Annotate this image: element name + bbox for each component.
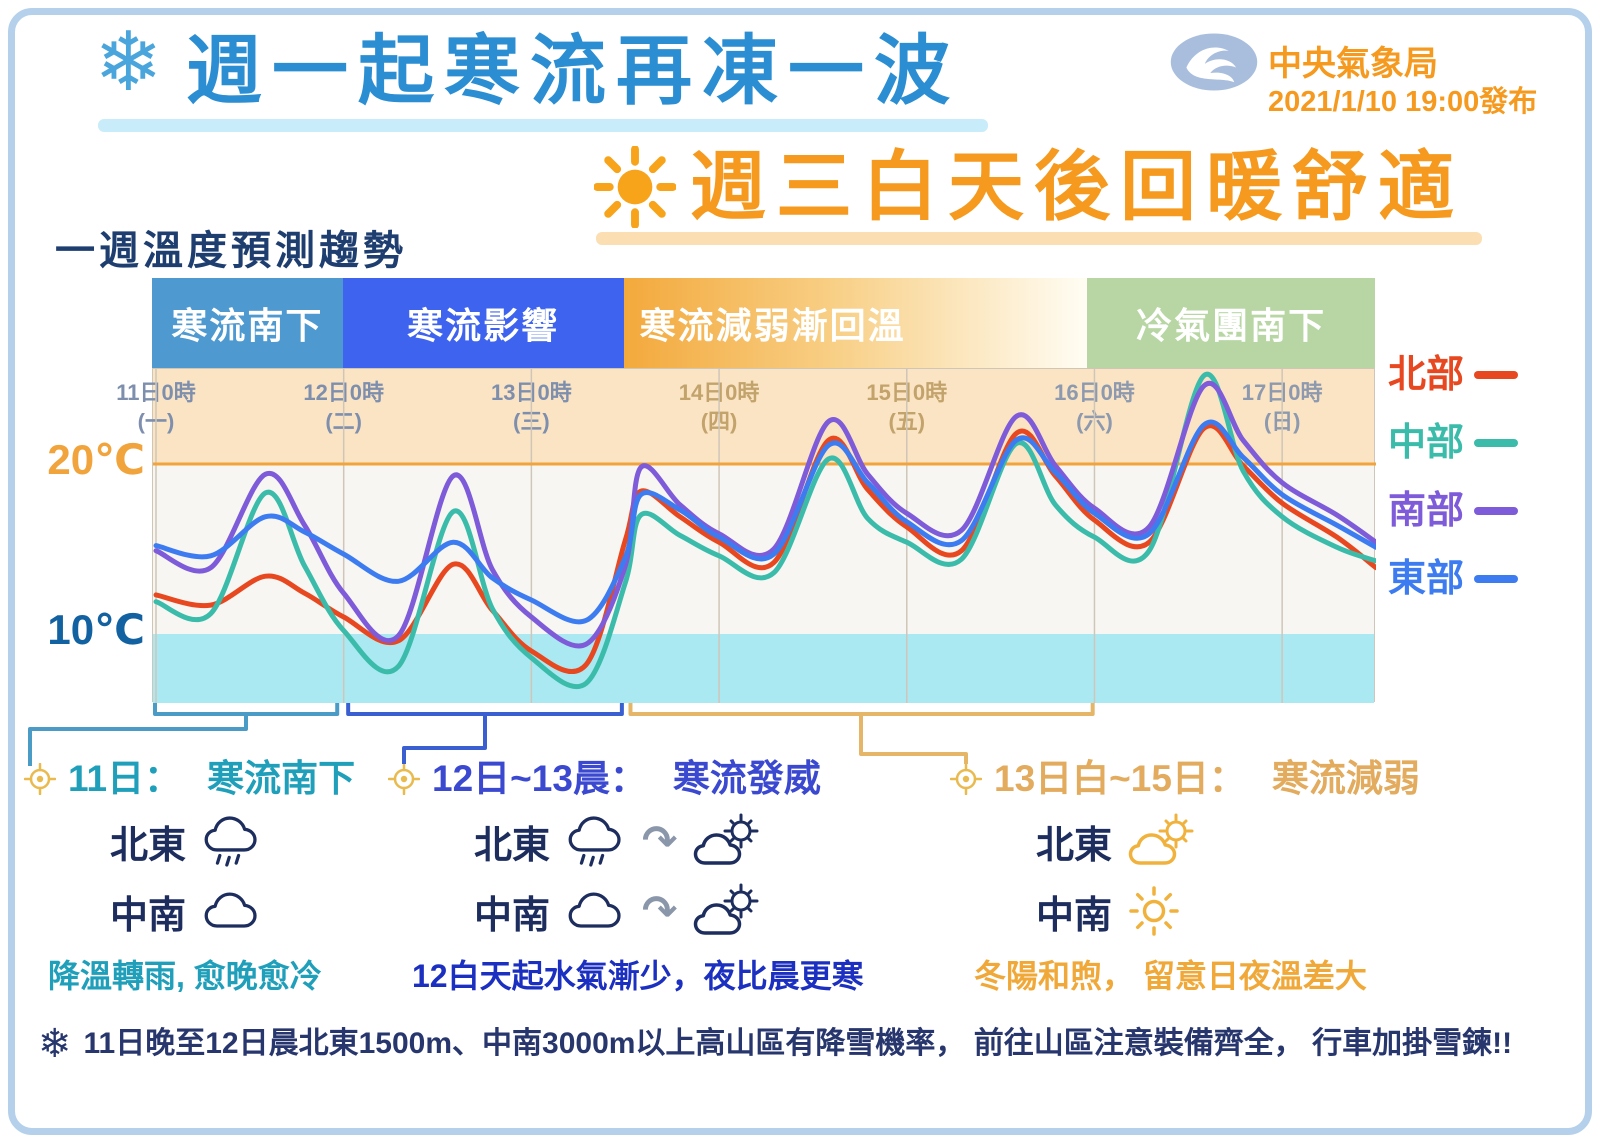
issue-time: 2021/1/10 19:00發布 <box>1268 86 1538 118</box>
temp-line-north <box>153 423 1376 674</box>
regime-bands: 寒流南下 寒流影響 寒流減弱漸回溫 冷氣團南下 <box>152 278 1375 368</box>
plot-area: 11日0時 (一) 12日0時 (二) 13日0時 (三) 14日0時 (四) 15日0時 (五)… <box>116 368 1376 703</box>
region-label: 中南 <box>474 894 551 937</box>
sun-cloud-icon <box>693 813 765 869</box>
agency-name: 中央氣象局 <box>1268 45 1438 83</box>
weather-row: 北東 ↷ <box>474 811 864 871</box>
transition-arrow-icon: ↷ <box>642 816 678 865</box>
rain-cloud-icon <box>566 812 626 871</box>
legend-item-east: 東部 <box>1388 558 1519 600</box>
legend-item-central: 中部 <box>1388 422 1519 464</box>
weather-rows: 北東 中南 <box>110 811 355 941</box>
rain-cloud-icon <box>202 812 262 871</box>
cold-title-text: 週一起寒流再凍一波 <box>186 29 960 114</box>
legend-line-sample <box>1474 507 1519 515</box>
bracket-3 <box>628 703 1095 716</box>
temp-line-south <box>153 380 1376 649</box>
legend-line-sample <box>1474 575 1519 583</box>
legend-label: 中部 <box>1388 422 1465 464</box>
regime-band-3: 寒流減弱漸回溫 <box>623 278 1088 368</box>
region-label: 北東 <box>1036 824 1113 867</box>
above-20c-zone <box>153 369 1374 464</box>
legend-line-sample <box>1474 371 1519 379</box>
sun-icon <box>1128 885 1180 937</box>
warm-title-text: 週三白天後回暖舒適 <box>690 145 1464 230</box>
annotation-title-main: 寒流南下 <box>207 758 356 799</box>
annotation-title-main: 寒流發威 <box>672 758 821 799</box>
legend-label: 東部 <box>1388 558 1465 600</box>
legend-item-south: 南部 <box>1388 490 1519 532</box>
region-label: 中南 <box>1036 894 1113 937</box>
cwb-logo <box>1170 33 1258 91</box>
regime-band-4: 冷氣團南下 <box>1087 278 1375 368</box>
cloud-icon <box>566 888 626 934</box>
regime-band-2: 寒流影響 <box>342 278 624 368</box>
temp-line-east <box>153 419 1376 625</box>
bracket-1 <box>153 703 340 716</box>
cloud-icon <box>202 888 262 934</box>
transition-arrow-icon: ↷ <box>642 886 678 935</box>
annotation-title: 12日~13晨： 寒流發威 <box>388 760 864 797</box>
annotation-note: 冬陽和煦， 留意日夜溫差大 <box>974 958 1367 994</box>
region-label: 中南 <box>110 894 187 937</box>
warm-title-underline <box>596 232 1482 245</box>
annotation-title-main: 寒流減弱 <box>1271 758 1420 799</box>
chart-caption: 一週溫度預測趨勢 <box>55 229 407 273</box>
temp-line-central <box>153 371 1376 690</box>
weather-rows: 北東 ↷ 中南 ↷ <box>474 811 864 941</box>
annotation-title-prefix: 11日： <box>68 758 182 799</box>
annotation-title-prefix: 13日白~15日： <box>994 758 1246 799</box>
region-label: 北東 <box>110 824 187 867</box>
sun-cloud-icon <box>693 883 765 939</box>
footer-text: 11日晚至12日晨北東1500m、中南3000m以上高山區有降雪機率， 前往山區… <box>83 1027 1513 1060</box>
y-label-20: 20℃ <box>47 436 145 483</box>
weather-row: 北東 <box>1036 811 1420 871</box>
annotation-3: 13日白~15日： 寒流減弱北東中南冬陽和煦， 留意日夜溫差大 <box>950 760 1420 995</box>
weather-row: 中南 <box>110 881 355 941</box>
weather-row: 北東 <box>110 811 355 871</box>
annotation-note: 降溫轉雨, 愈晚愈冷 <box>48 958 322 994</box>
sun-cloud-icon <box>1128 813 1200 869</box>
regime-band-1: 寒流南下 <box>152 278 343 368</box>
target-icon <box>24 763 56 795</box>
snowflake-icon: ❄ <box>38 1021 72 1067</box>
bracket-connector-3 <box>859 714 968 764</box>
annotation-1: 11日： 寒流南下 北東中南降溫轉雨, 愈晚愈冷 <box>24 760 355 995</box>
annotation-2: 12日~13晨： 寒流發威北東 ↷ 中南 ↷ 12白天起水氣漸少，夜比晨更寒 <box>388 760 864 995</box>
y-label-10: 10℃ <box>47 606 145 653</box>
legend-line-sample <box>1474 439 1519 447</box>
snowflake-icon: ❄ <box>94 15 163 110</box>
temperature-lines <box>153 369 1376 703</box>
sun-icon <box>594 146 676 228</box>
footer-note: ❄ 11日晚至12日晨北東1500m、中南3000m以上高山區有降雪機率， 前往… <box>38 1024 1512 1064</box>
weather-row: 中南 ↷ <box>474 881 864 941</box>
target-icon <box>950 763 982 795</box>
legend-item-north: 北部 <box>1388 354 1519 396</box>
temperature-chart: 寒流南下 寒流影響 寒流減弱漸回溫 冷氣團南下 11日0時 (一) 12日0時 (二) 13日… <box>116 278 1376 703</box>
bracket-connector-2 <box>402 714 487 764</box>
annotation-note: 12白天起水氣漸少，夜比晨更寒 <box>412 958 864 994</box>
bracket-2 <box>346 703 624 716</box>
weather-row: 中南 <box>1036 881 1420 941</box>
legend-label: 北部 <box>1388 354 1465 396</box>
target-icon <box>388 763 420 795</box>
annotation-title-prefix: 12日~13晨： <box>432 758 647 799</box>
annotation-title: 13日白~15日： 寒流減弱 <box>950 760 1420 797</box>
annotation-title: 11日： 寒流南下 <box>24 760 355 797</box>
legend-label: 南部 <box>1388 490 1465 532</box>
region-label: 北東 <box>474 824 551 867</box>
weather-rows: 北東 中南 <box>1036 811 1420 941</box>
cold-title-underline <box>98 119 988 132</box>
legend: 北部 中部 南部 東部 <box>1388 354 1519 600</box>
